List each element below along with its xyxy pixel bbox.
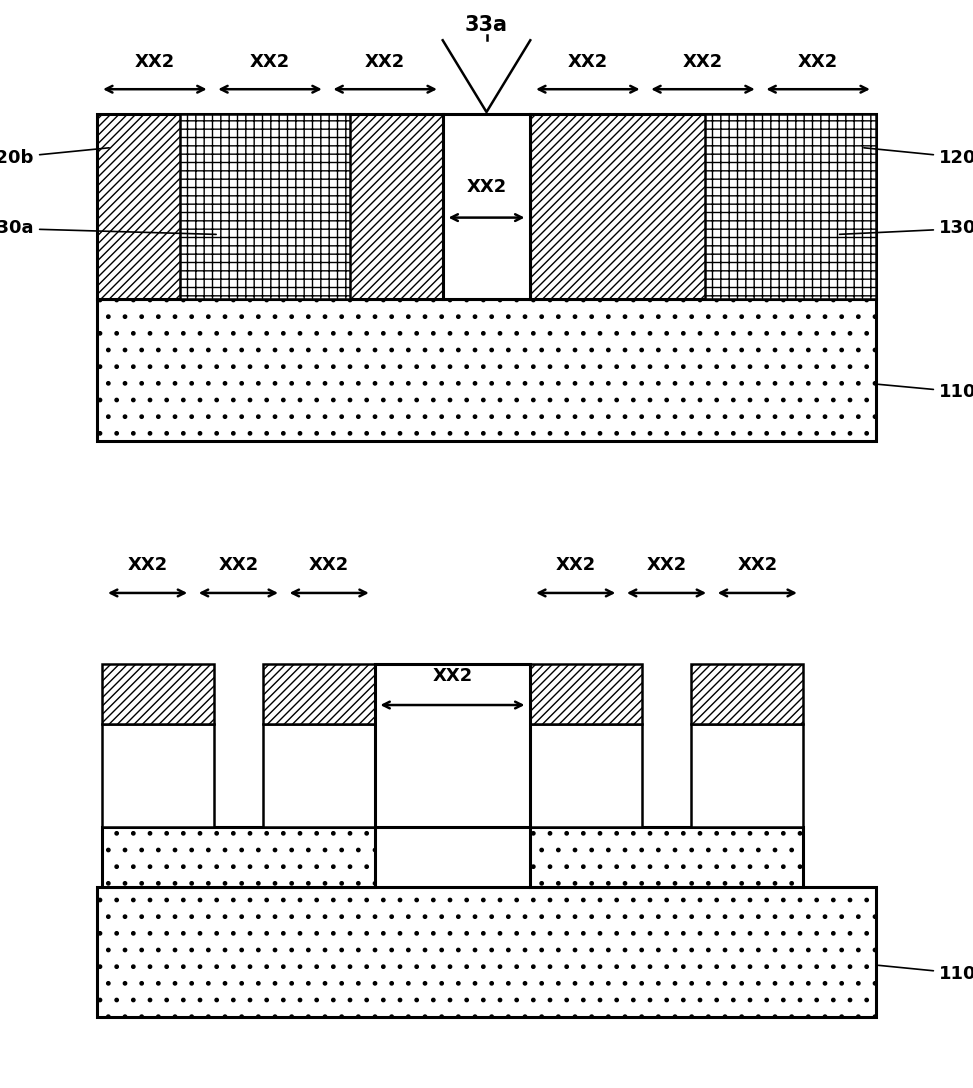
Text: 110a: 110a (879, 965, 973, 982)
Bar (102, 827, 375, 887)
Bar (263, 664, 375, 724)
Text: XX2: XX2 (466, 177, 507, 196)
Bar (97, 114, 443, 299)
Text: XX2: XX2 (567, 52, 608, 71)
Text: XX2: XX2 (798, 52, 839, 71)
Bar (97, 887, 876, 1017)
Bar (530, 664, 642, 724)
Bar (691, 724, 803, 827)
Text: XX2: XX2 (556, 556, 595, 574)
Text: XX2: XX2 (218, 556, 259, 574)
Text: XX2: XX2 (365, 52, 406, 71)
Text: XX2: XX2 (250, 52, 290, 71)
Bar (530, 827, 803, 887)
Bar (530, 114, 876, 299)
Bar (102, 724, 214, 827)
Bar (102, 664, 214, 724)
Bar (180, 114, 350, 299)
Bar (530, 724, 642, 827)
Text: 120b: 120b (864, 148, 973, 166)
Text: XX2: XX2 (683, 52, 723, 71)
Bar (691, 664, 803, 724)
Bar (97, 299, 876, 441)
Bar (375, 664, 530, 827)
Text: 110: 110 (879, 383, 973, 400)
Text: XX2: XX2 (309, 556, 349, 574)
Text: 130a: 130a (840, 220, 973, 237)
Text: XX2: XX2 (646, 556, 687, 574)
Bar (443, 114, 530, 299)
Text: XX2: XX2 (738, 556, 777, 574)
Text: XX2: XX2 (134, 52, 175, 71)
Text: 130a: 130a (0, 220, 216, 237)
Text: XX2: XX2 (127, 556, 167, 574)
Bar (705, 114, 876, 299)
Text: 120b: 120b (0, 148, 109, 166)
Text: XX2: XX2 (432, 667, 473, 685)
Bar (263, 724, 375, 827)
Text: 33a: 33a (465, 15, 508, 35)
